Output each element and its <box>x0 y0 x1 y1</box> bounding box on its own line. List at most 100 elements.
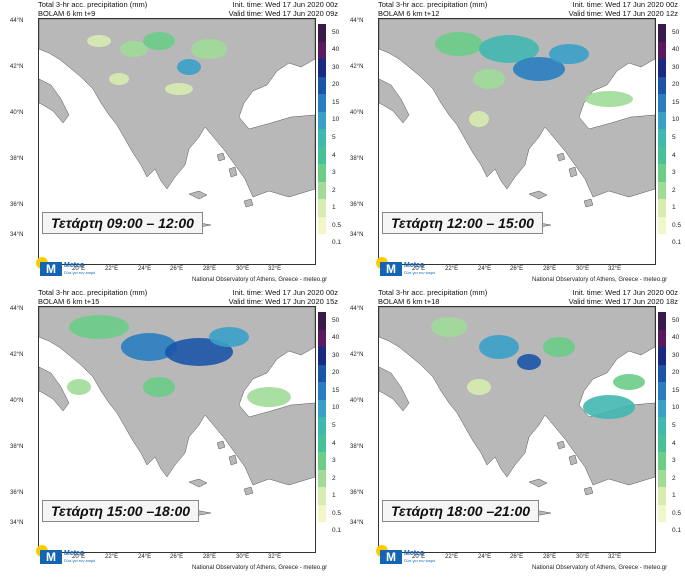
colorbar-segment <box>318 164 326 182</box>
panel-init-time: Init. time: Wed 17 Jun 2020 00z <box>232 0 338 9</box>
colorbar-label: 0.1 <box>672 527 682 535</box>
island <box>583 198 594 208</box>
lon-label: 22°E <box>105 266 119 272</box>
colorbar-segment <box>318 181 326 200</box>
meteo-logo: M Meteo Όλα για τον καιρό <box>36 545 96 567</box>
colorbar-label: 3 <box>672 169 676 177</box>
lat-label: 42°N <box>350 352 364 358</box>
time-caption: Τετάρτη 18:00 –21:00 <box>382 500 540 522</box>
colorbar-segment <box>318 522 326 540</box>
lat-label: 40°N <box>10 398 24 404</box>
precip-area <box>177 59 201 75</box>
colorbar-segment <box>658 312 666 330</box>
colorbar-label: 30 <box>672 63 680 71</box>
colorbar-label: 30 <box>332 351 340 359</box>
credit-text: National Observatory of Athens, Greece -… <box>532 565 668 571</box>
colorbar-segment <box>318 364 326 383</box>
lat-label: 44°N <box>10 18 24 24</box>
colorbar-segment <box>658 364 666 383</box>
panel-model: BOLAM 6 km t+12 <box>378 9 440 18</box>
colorbar-label: 0.1 <box>672 239 682 247</box>
lat-label: 40°N <box>10 110 24 116</box>
panel-model: BOLAM 6 km t+15 <box>38 297 100 306</box>
colorbar-segment <box>318 469 326 488</box>
time-caption: Τετάρτη 12:00 – 15:00 <box>382 212 543 234</box>
colorbar-label: 40 <box>672 46 680 54</box>
island <box>583 486 594 496</box>
land-mass <box>379 366 410 412</box>
lat-label: 44°N <box>10 306 24 312</box>
colorbar-label: 30 <box>332 63 340 71</box>
island <box>243 198 254 208</box>
lon-label: 20°E <box>412 554 426 560</box>
land-mass <box>379 19 655 198</box>
colorbar-label: 2 <box>672 186 676 194</box>
colorbar-label: 15 <box>672 386 680 394</box>
logo-mark: M <box>380 262 402 276</box>
precip-area <box>513 57 565 81</box>
meteo-logo: M Meteo Όλα για τον καιρό <box>376 545 436 567</box>
precip-area <box>247 387 291 407</box>
lat-label: 34°N <box>10 232 24 238</box>
colorbar-segment <box>318 399 326 418</box>
colorbar-label: 3 <box>332 457 336 465</box>
colorbar-label: 20 <box>332 81 340 89</box>
logo-mark: M <box>40 550 62 564</box>
colorbar-segment <box>318 24 326 42</box>
lat-label: 36°N <box>10 490 24 496</box>
logo-name: Meteo <box>64 262 85 269</box>
precip-area <box>109 73 129 85</box>
colorbar-label: 5 <box>672 422 676 429</box>
lat-label: 42°N <box>350 64 364 70</box>
precip-area <box>120 41 148 57</box>
colorbar-segment <box>658 504 666 523</box>
panel-init-time: Init. time: Wed 17 Jun 2020 00z <box>572 0 678 9</box>
precip-area <box>209 327 249 347</box>
colorbar-label: 0.5 <box>332 221 342 229</box>
lon-label: 24°E <box>478 554 492 560</box>
map-panel-1: Total 3-hr acc. precipitation (mm) BOLAM … <box>0 0 342 286</box>
colorbar-label: 15 <box>332 98 340 106</box>
lon-label: 32°E <box>608 554 622 560</box>
colorbar-label: 0.5 <box>672 509 682 517</box>
colorbar-segment <box>318 234 326 252</box>
colorbar-segment <box>658 382 666 400</box>
time-caption: Τετάρτη 15:00 –18:00 <box>42 500 200 522</box>
colorbar-segment <box>658 452 666 470</box>
colorbar-label: 4 <box>332 439 336 447</box>
precip-area <box>479 335 519 359</box>
logo-name: Meteo <box>404 550 425 557</box>
colorbar-segment <box>318 312 326 330</box>
colorbar-label: 4 <box>672 439 676 447</box>
colorbar-segment <box>318 41 326 60</box>
lon-label: 24°E <box>138 266 152 272</box>
precip-area <box>165 83 193 95</box>
lon-label: 28°E <box>203 554 217 560</box>
map-panel-3: Total 3-hr acc. precipitation (mm) BOLAM … <box>0 288 342 574</box>
meteo-logo: M Meteo Όλα για τον καιρό <box>376 257 436 279</box>
panel-init-time: Init. time: Wed 17 Jun 2020 00z <box>572 288 678 297</box>
land-mass <box>379 78 410 124</box>
colorbar-segment <box>658 41 666 60</box>
colorbar-segment <box>658 111 666 130</box>
panel-init-time: Init. time: Wed 17 Jun 2020 00z <box>232 288 338 297</box>
colorbar-segment <box>658 417 666 435</box>
colorbar-segment <box>318 199 326 217</box>
colorbar-label: 20 <box>672 81 680 89</box>
island <box>556 440 566 450</box>
credit-text: National Observatory of Athens, Greece -… <box>532 277 668 283</box>
colorbar-label: 0.1 <box>332 527 342 535</box>
colorbar-label: 40 <box>672 334 680 342</box>
colorbar-segment <box>318 76 326 95</box>
colorbar-label: 40 <box>332 334 340 342</box>
map-panel-2: Total 3-hr acc. precipitation (mm) BOLAM … <box>340 0 682 286</box>
colorbar-label: 0.5 <box>332 509 342 517</box>
colorbar-label: 20 <box>332 369 340 377</box>
panel-valid-time: Valid time: Wed 17 Jun 2020 18z <box>568 297 678 306</box>
colorbar-segment <box>318 329 326 348</box>
lon-label: 32°E <box>268 266 282 272</box>
precip-area <box>479 35 539 63</box>
precip-area <box>431 317 467 337</box>
island <box>228 454 238 466</box>
logo-tagline: Όλα για τον καιρό <box>64 270 96 275</box>
